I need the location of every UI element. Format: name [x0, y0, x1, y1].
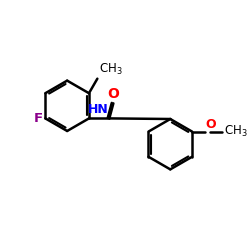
Text: HN: HN: [88, 104, 108, 117]
Text: O: O: [108, 88, 119, 102]
Text: CH$_3$: CH$_3$: [98, 62, 122, 78]
Text: O: O: [206, 118, 216, 131]
Text: F: F: [33, 112, 42, 125]
Text: CH$_3$: CH$_3$: [224, 124, 248, 139]
